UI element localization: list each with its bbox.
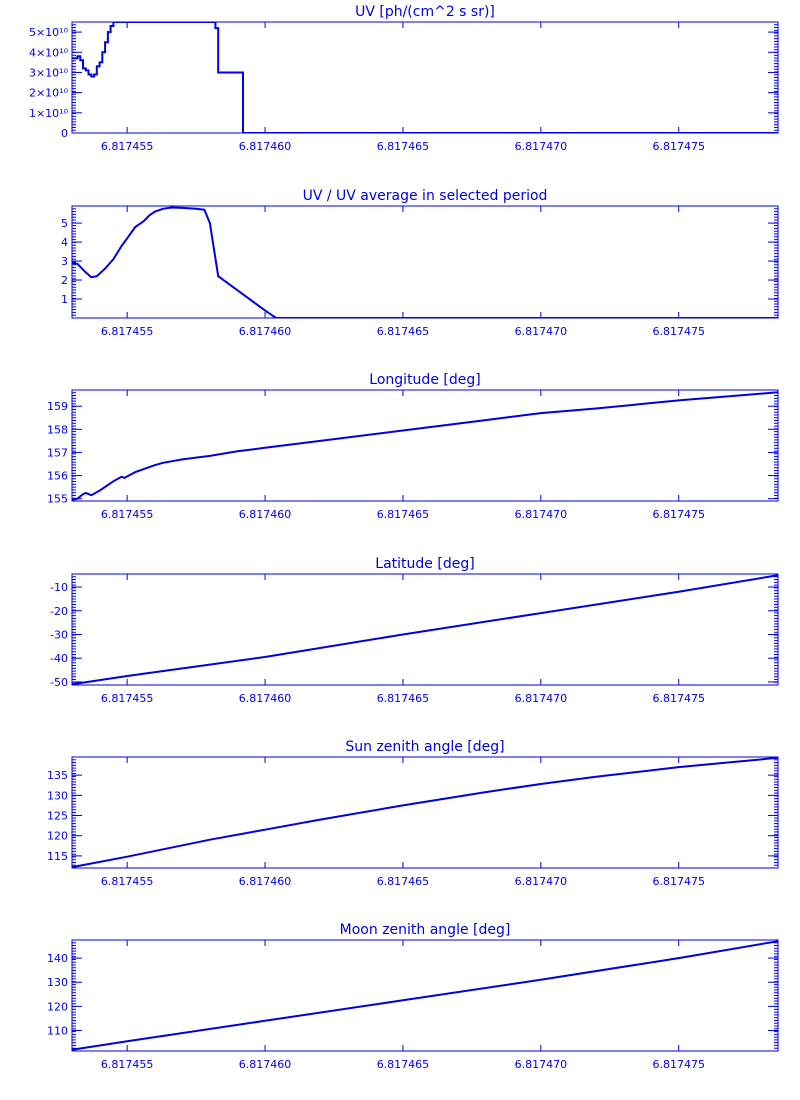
series-line <box>72 574 778 685</box>
x-tick-label: 6.817460 <box>239 140 292 153</box>
chart-title: Moon zenith angle [deg] <box>340 922 511 938</box>
y-tick-label: 1×10¹⁰ <box>29 107 69 120</box>
x-tick-label: 6.817455 <box>101 1058 154 1071</box>
chart-title: Longitude [deg] <box>369 372 480 388</box>
y-tick-label: 5×10¹⁰ <box>29 26 69 39</box>
y-tick-label: 115 <box>47 850 68 863</box>
series-line <box>72 391 778 501</box>
x-tick-label: 6.817460 <box>239 508 292 521</box>
y-tick-label: -40 <box>50 652 68 665</box>
y-tick-label: 1 <box>61 293 68 306</box>
y-tick-label: 0 <box>61 127 68 140</box>
series-line <box>72 206 778 318</box>
y-tick-label: 3×10¹⁰ <box>29 66 69 79</box>
x-tick-label: 6.817460 <box>239 875 292 888</box>
chart-title: Sun zenith angle [deg] <box>345 739 504 755</box>
chart-panel-3: Longitude [deg] 155 156 157 158 159 6.817455 6.… <box>47 372 779 521</box>
chart-panel-1: UV [ph/(cm^2 s sr)] 0 1×10¹⁰ 2×10¹⁰ 3×10¹⁰ 4×… <box>29 4 779 153</box>
x-tick-label: 6.817470 <box>515 325 568 338</box>
x-tick-label: 6.817460 <box>239 325 292 338</box>
x-tick-label: 6.817470 <box>515 140 568 153</box>
y-tick-label: 157 <box>47 446 68 459</box>
series-line <box>72 757 778 868</box>
chart-title: UV [ph/(cm^2 s sr)] <box>355 4 495 20</box>
y-tick-label: 4×10¹⁰ <box>29 46 69 59</box>
x-tick-label: 6.817465 <box>377 875 430 888</box>
chart-title: UV / UV average in selected period <box>303 188 548 204</box>
x-tick-label: 6.817455 <box>101 508 154 521</box>
x-tick-label: 6.817455 <box>101 692 154 705</box>
y-tick-label: 125 <box>47 810 68 823</box>
x-tick-label: 6.817470 <box>515 692 568 705</box>
y-tick-label: 135 <box>47 769 68 782</box>
plot-frame <box>71 205 779 319</box>
x-tick-label: 6.817465 <box>377 140 430 153</box>
x-tick-label: 6.817470 <box>515 1058 568 1071</box>
x-tick-label: 6.817470 <box>515 875 568 888</box>
y-tick-label: 4 <box>61 236 68 249</box>
plot-frame <box>71 756 779 869</box>
x-tick-label: 6.817475 <box>652 508 705 521</box>
x-tick-label: 6.817475 <box>652 140 705 153</box>
x-tick-label: 6.817475 <box>652 692 705 705</box>
y-tick-label: 130 <box>47 789 68 802</box>
y-tick-label: -30 <box>50 628 68 641</box>
y-tick-label: 156 <box>47 470 68 483</box>
y-tick-label: -10 <box>50 581 68 594</box>
x-tick-label: 6.817465 <box>377 325 430 338</box>
y-tick-label: 5 <box>61 217 68 230</box>
chart-panel-4: Latitude [deg] -50 -40 -30 -20 -10 6.817455 6.8… <box>50 556 779 705</box>
series-line <box>72 22 778 133</box>
x-tick-label: 6.817455 <box>101 140 154 153</box>
plot-frame <box>71 21 779 134</box>
y-tick-label: 130 <box>47 976 68 989</box>
x-tick-label: 6.817460 <box>239 1058 292 1071</box>
x-tick-label: 6.817455 <box>101 875 154 888</box>
x-tick-label: 6.817455 <box>101 325 154 338</box>
series-line <box>72 940 778 1051</box>
y-tick-label: 140 <box>47 952 68 965</box>
y-tick-label: 2×10¹⁰ <box>29 87 69 100</box>
x-tick-label: 6.817460 <box>239 692 292 705</box>
y-tick-label: 120 <box>47 1000 68 1013</box>
y-tick-label: 110 <box>47 1024 68 1037</box>
y-tick-label: 158 <box>47 423 68 436</box>
y-tick-label: 3 <box>61 255 68 268</box>
y-tick-label: 120 <box>47 830 68 843</box>
plot-frame <box>71 389 779 502</box>
x-tick-label: 6.817465 <box>377 692 430 705</box>
chart-panel-2: UV / UV average in selected period 1 2 3 4 5 6… <box>61 188 779 338</box>
x-tick-label: 6.817475 <box>652 325 705 338</box>
chart-title: Latitude [deg] <box>375 556 474 572</box>
x-tick-label: 6.817475 <box>652 1058 705 1071</box>
x-tick-label: 6.817465 <box>377 1058 430 1071</box>
y-tick-label: -50 <box>50 676 68 689</box>
y-tick-label: 2 <box>61 274 68 287</box>
y-tick-label: -20 <box>50 605 68 618</box>
x-tick-label: 6.817470 <box>515 508 568 521</box>
y-tick-label: 159 <box>47 400 68 413</box>
x-tick-label: 6.817465 <box>377 508 430 521</box>
x-tick-label: 6.817475 <box>652 875 705 888</box>
chart-panel-6: Moon zenith angle [deg] 110 120 130 140 6.817… <box>47 922 779 1071</box>
chart-panel-5: Sun zenith angle [deg] 115 120 125 130 135 6.8… <box>47 739 779 888</box>
y-tick-label: 155 <box>47 493 68 506</box>
